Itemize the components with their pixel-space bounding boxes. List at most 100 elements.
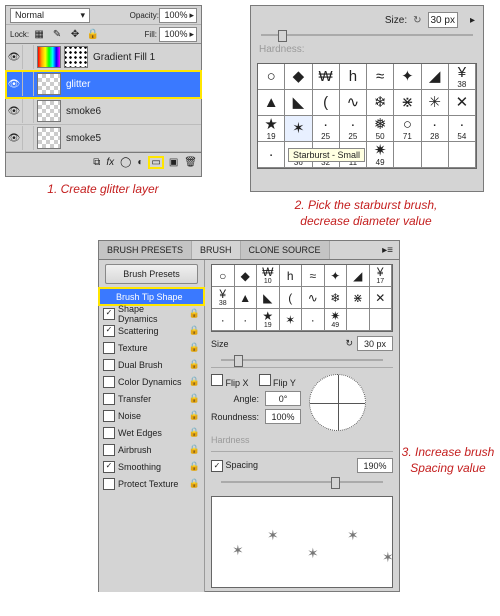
option-checkbox[interactable]: ✓: [103, 461, 115, 473]
brush-cell[interactable]: (: [313, 90, 340, 116]
brush-cell[interactable]: ◆: [235, 265, 258, 287]
lock-icon[interactable]: 🔒: [189, 376, 200, 387]
lock-icon[interactable]: 🔒: [189, 410, 200, 421]
fill-input[interactable]: 100%▸: [159, 27, 197, 42]
brush-cell[interactable]: ·28: [422, 116, 449, 142]
brush-option[interactable]: Texture🔒: [99, 339, 204, 356]
brush-cell[interactable]: ·25: [313, 116, 340, 142]
brush-option[interactable]: Airbrush🔒: [99, 441, 204, 458]
brush-cell[interactable]: ₩10: [257, 265, 280, 287]
angle-circle[interactable]: [309, 374, 366, 431]
brush-option[interactable]: ✓Smoothing🔒: [99, 458, 204, 475]
option-checkbox[interactable]: [103, 342, 115, 354]
blend-mode-select[interactable]: Normal▾: [10, 8, 90, 23]
brush-option[interactable]: ✓Scattering🔒: [99, 322, 204, 339]
link-icon[interactable]: ⧉: [93, 157, 100, 168]
lock-transparent-icon[interactable]: ▦: [31, 26, 47, 42]
brush-option[interactable]: Transfer🔒: [99, 390, 204, 407]
brush-cell[interactable]: ◢: [422, 64, 449, 90]
brush-option[interactable]: ✓Shape Dynamics🔒: [99, 305, 204, 322]
brush-cell[interactable]: ✶: [285, 116, 312, 142]
visibility-icon[interactable]: 👁: [6, 126, 23, 150]
brush-cell[interactable]: ★19: [258, 116, 285, 142]
layer-row[interactable]: 👁smoke6: [6, 98, 201, 125]
brush-cell[interactable]: ◣: [285, 90, 312, 116]
brush-cell[interactable]: ¥17: [370, 265, 393, 287]
size-slider[interactable]: [261, 34, 473, 36]
brush-cell[interactable]: ✷49: [325, 309, 348, 331]
brush-cell[interactable]: ✕: [370, 287, 393, 309]
brush-cell[interactable]: ≈: [302, 265, 325, 287]
lock-icon[interactable]: 🔒: [189, 444, 200, 455]
flipy-checkbox[interactable]: [259, 374, 271, 386]
tab[interactable]: BRUSH: [192, 241, 241, 259]
brush-cell[interactable]: ·: [258, 142, 285, 168]
brush-cell[interactable]: ∿: [340, 90, 367, 116]
brush-cell[interactable]: [449, 142, 476, 168]
reset-size-icon[interactable]: ↻: [413, 15, 421, 26]
option-checkbox[interactable]: [103, 393, 115, 405]
lock-icon[interactable]: 🔒: [189, 478, 200, 489]
brush-presets-button[interactable]: Brush Presets: [105, 264, 198, 284]
brush-cell[interactable]: ✶: [280, 309, 303, 331]
adjustment-icon[interactable]: ◐: [137, 157, 143, 168]
layer-row[interactable]: 👁Gradient Fill 1: [6, 44, 201, 71]
layer-row[interactable]: 👁glitter: [6, 71, 201, 98]
spacing-checkbox[interactable]: ✓: [211, 460, 223, 472]
lock-icon[interactable]: 🔒: [189, 342, 200, 353]
lock-icon[interactable]: 🔒: [189, 461, 200, 472]
brush-cell[interactable]: ¥38: [212, 287, 235, 309]
brush-cell[interactable]: ≈: [367, 64, 394, 90]
bm-size-slider[interactable]: [221, 359, 383, 361]
brush-cell[interactable]: ₩: [313, 64, 340, 90]
layer-thumb[interactable]: [37, 73, 61, 95]
opacity-input[interactable]: 100%▸: [159, 8, 197, 23]
brush-cell[interactable]: ✕: [449, 90, 476, 116]
brush-cell[interactable]: [394, 142, 421, 168]
option-checkbox[interactable]: [103, 376, 115, 388]
brush-cell[interactable]: ▲: [258, 90, 285, 116]
brush-cell[interactable]: ▲: [235, 287, 258, 309]
layer-mask[interactable]: [64, 46, 88, 68]
layer-thumb[interactable]: [37, 100, 61, 122]
lock-all-icon[interactable]: 🔒: [85, 26, 101, 42]
trash-icon[interactable]: 🗑: [184, 157, 197, 168]
brush-option[interactable]: Wet Edges🔒: [99, 424, 204, 441]
mask-icon[interactable]: ◯: [120, 157, 131, 168]
brush-option[interactable]: Noise🔒: [99, 407, 204, 424]
brush-cell[interactable]: ·25: [340, 116, 367, 142]
option-checkbox[interactable]: ✓: [103, 325, 115, 337]
layer-thumb[interactable]: [37, 127, 61, 149]
roundness-input[interactable]: 100%: [265, 409, 301, 424]
brush-cell[interactable]: ·: [302, 309, 325, 331]
bm-size-input[interactable]: 30 px: [357, 336, 393, 351]
brush-cell[interactable]: [347, 309, 370, 331]
fx-icon[interactable]: fx: [106, 157, 114, 168]
brush-cell[interactable]: ·: [235, 309, 258, 331]
brush-tip-shape-option[interactable]: Brush Tip Shape: [99, 288, 204, 305]
spacing-input[interactable]: 190%: [357, 458, 393, 473]
lock-icon[interactable]: 🔒: [189, 427, 200, 438]
brush-cell[interactable]: ⋇: [394, 90, 421, 116]
brush-cell[interactable]: ○: [258, 64, 285, 90]
panel-menu-icon[interactable]: ▸≡: [376, 241, 399, 259]
brush-cell[interactable]: ·54: [449, 116, 476, 142]
brush-cell[interactable]: ◆: [285, 64, 312, 90]
brush-cell[interactable]: [370, 309, 393, 331]
lock-icon[interactable]: 🔒: [189, 393, 200, 404]
brush-cell[interactable]: ✳: [422, 90, 449, 116]
layer-thumb[interactable]: [37, 46, 61, 68]
lock-icon[interactable]: 🔒: [189, 359, 200, 370]
brush-cell[interactable]: ❄: [325, 287, 348, 309]
brush-cell[interactable]: ¥38: [449, 64, 476, 90]
option-checkbox[interactable]: [103, 427, 115, 439]
flipx-checkbox[interactable]: [211, 374, 223, 386]
layer-row[interactable]: 👁smoke5: [6, 125, 201, 152]
brush-option[interactable]: Protect Texture🔒: [99, 475, 204, 492]
brush-cell[interactable]: h: [340, 64, 367, 90]
brush-cell[interactable]: ◢: [347, 265, 370, 287]
option-checkbox[interactable]: [103, 478, 115, 490]
brush-cell[interactable]: ✷49: [367, 142, 394, 168]
brush-cell[interactable]: ○: [212, 265, 235, 287]
brush-cell[interactable]: h: [280, 265, 303, 287]
